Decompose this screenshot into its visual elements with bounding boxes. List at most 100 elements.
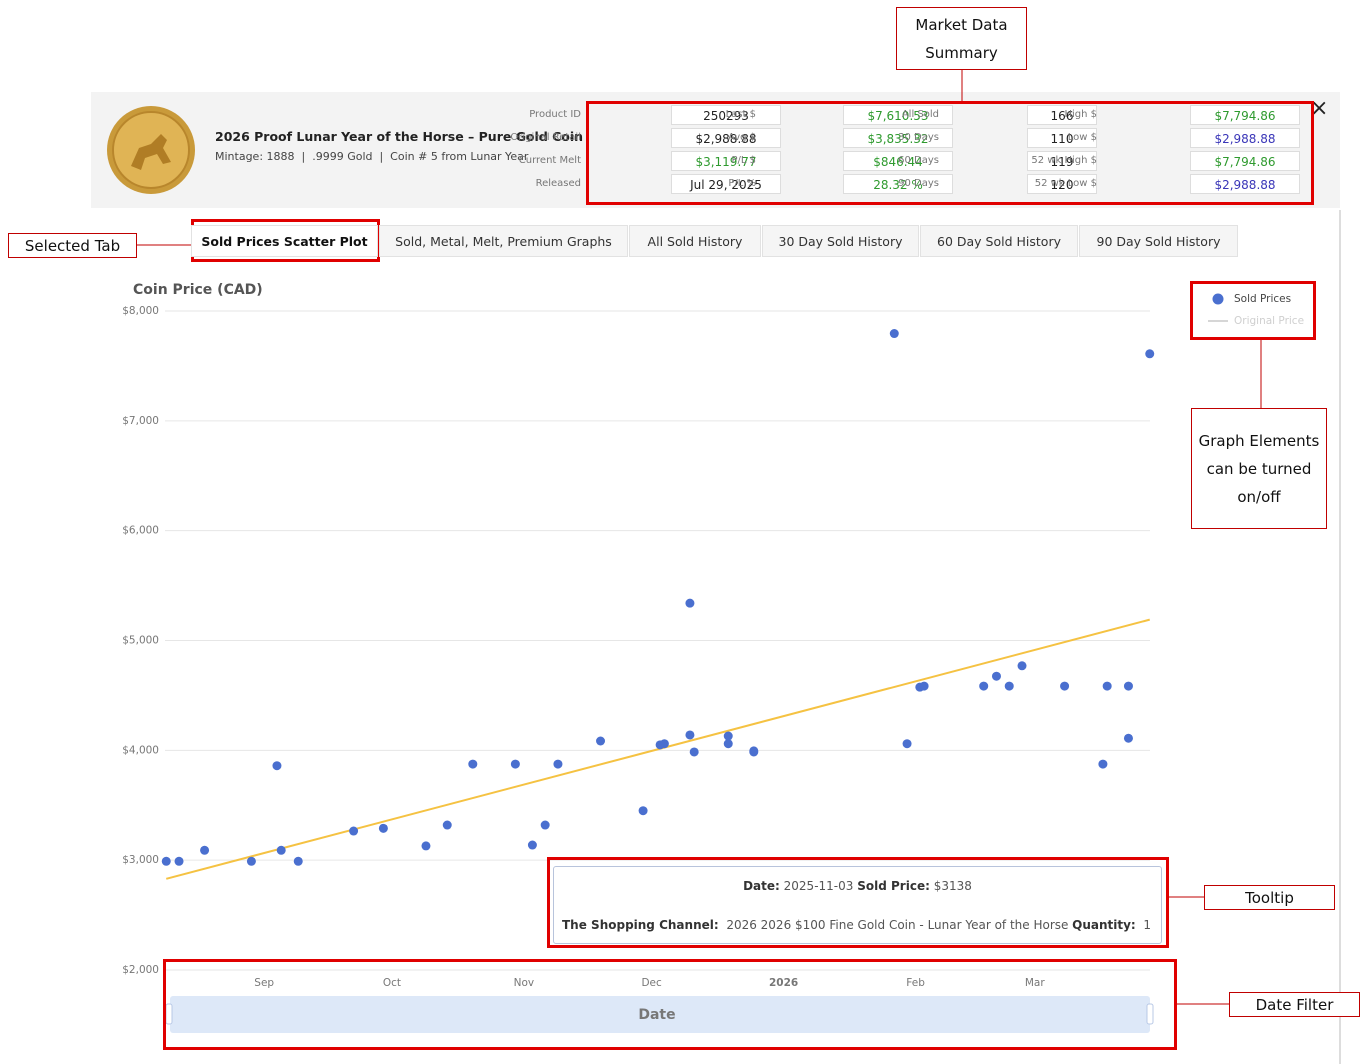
summary-label: Product ID xyxy=(529,109,581,120)
summary-label: High $ xyxy=(1064,109,1097,120)
date-filter-handle[interactable] xyxy=(1146,1003,1154,1025)
point[interactable] xyxy=(272,761,282,771)
point[interactable] xyxy=(685,730,695,740)
x-tick-label: Dec xyxy=(641,977,662,989)
point[interactable] xyxy=(1060,681,1070,691)
tooltip-label: Sold Price: xyxy=(857,879,930,893)
tab[interactable]: All Sold History xyxy=(629,225,761,257)
point[interactable] xyxy=(349,826,359,836)
close-button[interactable]: × xyxy=(1310,96,1329,121)
y-tick-label: $7,000 xyxy=(122,415,159,427)
highlight-box xyxy=(1190,281,1316,340)
summary-label: 52 wk Low $ xyxy=(1034,178,1097,189)
y-tick-label: $8,000 xyxy=(122,305,159,317)
point[interactable] xyxy=(979,681,989,691)
tooltip-label: Date: xyxy=(743,879,780,893)
tab[interactable]: Sold, Metal, Melt, Premium Graphs xyxy=(379,225,628,257)
summary-value: 119 xyxy=(1027,151,1097,171)
point[interactable] xyxy=(889,329,899,339)
point[interactable] xyxy=(1004,681,1014,691)
date-filter-bar[interactable] xyxy=(170,996,1150,1033)
x-tick-label: 2026 xyxy=(769,977,798,989)
product-title: 2026 Proof Lunar Year of the Horse – Pur… xyxy=(215,129,584,144)
y-tick-label: $5,000 xyxy=(122,635,159,647)
tab[interactable]: 30 Day Sold History xyxy=(762,225,919,257)
annotation: Selected Tab xyxy=(8,233,137,258)
y-tick-label: $4,000 xyxy=(122,744,159,756)
point[interactable] xyxy=(468,759,478,769)
point[interactable] xyxy=(527,840,537,850)
annotation: Graph Elements can be turned on/off xyxy=(1191,408,1327,529)
point[interactable] xyxy=(1123,733,1133,743)
point[interactable] xyxy=(442,820,452,830)
point[interactable] xyxy=(749,747,759,757)
tooltip-label: The Shopping Channel: xyxy=(562,918,719,932)
point[interactable] xyxy=(991,671,1001,681)
point[interactable] xyxy=(246,856,256,866)
date-filter-handle[interactable] xyxy=(165,1003,173,1025)
point[interactable] xyxy=(919,681,929,691)
point[interactable] xyxy=(1145,349,1155,359)
highlight-box xyxy=(586,101,1314,205)
point[interactable] xyxy=(1017,661,1027,671)
tooltip-value: 2025-11-03 xyxy=(783,879,854,893)
x-tick-label: Nov xyxy=(514,977,535,989)
y-tick-label: $3,000 xyxy=(122,854,159,866)
coin-image xyxy=(107,106,195,194)
point[interactable] xyxy=(293,856,303,866)
header: 2026 Proof Lunar Year of the Horse – Pur… xyxy=(91,92,1340,208)
point[interactable] xyxy=(1098,759,1108,769)
trend-line xyxy=(166,618,1150,880)
annotation: Market Data Summary xyxy=(896,7,1027,70)
point[interactable] xyxy=(378,823,388,833)
tab[interactable]: 90 Day Sold History xyxy=(1079,225,1238,257)
point[interactable] xyxy=(200,845,210,855)
point[interactable] xyxy=(689,747,699,757)
summary-label: Low $ xyxy=(1067,132,1097,143)
point[interactable] xyxy=(1123,681,1133,691)
summary-label: All Sold xyxy=(901,109,939,120)
summary-value: $2,988.88 xyxy=(671,128,781,148)
summary-value: $3,119.77 xyxy=(671,151,781,171)
point[interactable] xyxy=(540,820,550,830)
point[interactable] xyxy=(161,856,171,866)
summary-label: P/L $ xyxy=(731,155,756,166)
summary-label: Original Retail xyxy=(510,132,581,143)
summary-label: 90 Days xyxy=(898,178,939,189)
summary-value: 28.32 % xyxy=(843,174,953,194)
point[interactable] xyxy=(638,806,648,816)
point[interactable] xyxy=(510,759,520,769)
summary-value: 166 xyxy=(1027,105,1097,125)
x-tick-label: Mar xyxy=(1025,977,1045,989)
legend-label[interactable]: Sold Prices xyxy=(1234,293,1291,305)
tooltip-label: Quantity: xyxy=(1072,918,1136,932)
y-tick-label: $2,000 xyxy=(122,964,159,976)
y-axis-label: Coin Price (CAD) xyxy=(133,282,263,298)
point[interactable] xyxy=(1102,681,1112,691)
point[interactable] xyxy=(723,731,733,741)
point[interactable] xyxy=(723,739,733,749)
summary-value: 250293 xyxy=(671,105,781,125)
point[interactable] xyxy=(659,739,669,749)
x-tick-label: Sep xyxy=(254,977,274,989)
summary-label: 60 Days xyxy=(898,155,939,166)
tab[interactable]: Sold Prices Scatter Plot xyxy=(191,225,378,257)
legend-label[interactable]: Original Price xyxy=(1234,315,1304,327)
point[interactable] xyxy=(276,845,286,855)
point[interactable] xyxy=(596,736,606,746)
date-filter-label: Date xyxy=(638,1007,675,1023)
point[interactable] xyxy=(421,841,431,851)
point[interactable] xyxy=(553,759,563,769)
x-tick-label: Feb xyxy=(906,977,925,989)
point[interactable] xyxy=(902,739,912,749)
tooltip-value: 1 xyxy=(1143,918,1151,932)
point[interactable] xyxy=(174,856,184,866)
legend-marker[interactable] xyxy=(1212,293,1224,305)
tab[interactable]: 60 Day Sold History xyxy=(920,225,1078,257)
summary-label: Current Melt xyxy=(518,155,581,166)
tooltip: Date: 2025-11-03 Sold Price: $3138 The S… xyxy=(553,866,1162,944)
summary-label: Avg $ xyxy=(727,132,756,143)
point[interactable] xyxy=(685,598,695,608)
